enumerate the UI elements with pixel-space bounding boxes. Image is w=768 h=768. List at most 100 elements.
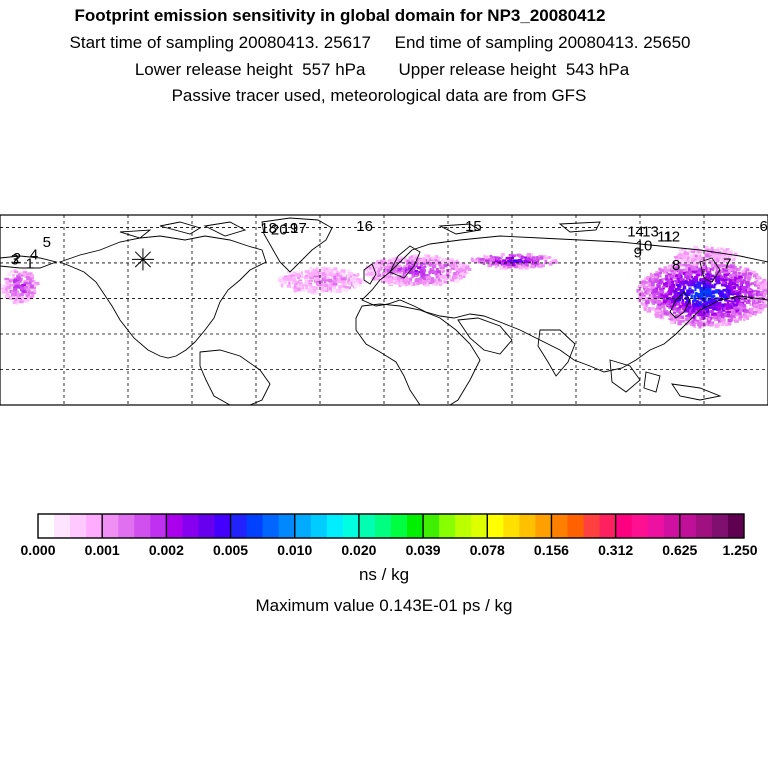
sensitivity-cell xyxy=(438,282,443,287)
colorbar-cell xyxy=(374,514,392,538)
sensitivity-cell xyxy=(674,274,679,278)
sensitivity-cell xyxy=(356,279,360,284)
sensitivity-cell xyxy=(660,302,665,306)
sensitivity-cell xyxy=(490,263,496,266)
sensitivity-field-bering xyxy=(673,245,738,266)
sensitivity-cell xyxy=(20,274,26,277)
sensitivity-cell xyxy=(457,268,462,272)
sensitivity-cell xyxy=(671,281,675,286)
sensitivity-cell xyxy=(638,284,642,288)
sensitivity-cell xyxy=(386,268,390,273)
sensitivity-cell xyxy=(662,271,667,274)
sensitivity-cell xyxy=(677,276,680,280)
colorbar-tick-label: 0.001 xyxy=(85,542,120,558)
sensitivity-cell xyxy=(663,311,668,315)
sensitivity-cell xyxy=(358,279,362,284)
sensitivity-cell xyxy=(739,287,745,291)
sensitivity-cell xyxy=(505,256,508,260)
sensitivity-cell xyxy=(549,260,554,265)
colorbar-cell xyxy=(342,514,360,538)
sensitivity-cell xyxy=(364,267,369,271)
sensitivity-cell xyxy=(458,277,463,280)
sensitivity-cell xyxy=(669,305,673,308)
sensitivity-cell xyxy=(733,319,739,323)
sensitivity-cell xyxy=(666,279,671,283)
sensitivity-cell xyxy=(24,299,30,303)
colorbar-cell xyxy=(294,514,312,538)
colorbar-cell xyxy=(326,514,344,538)
sensitivity-cell xyxy=(368,275,374,278)
sensitivity-cell xyxy=(693,284,698,288)
sensitivity-cell xyxy=(500,252,505,257)
sensitivity-cell xyxy=(388,281,394,286)
sensitivity-cell xyxy=(677,280,681,284)
sensitivity-cell xyxy=(279,276,282,280)
sensitivity-cell xyxy=(396,276,401,280)
sensitivity-cell xyxy=(724,267,728,271)
sensitivity-cell xyxy=(655,309,661,313)
colorbar-cell xyxy=(695,514,713,538)
sensitivity-cell xyxy=(314,291,320,295)
sensitivity-cell xyxy=(404,283,409,287)
sensitivity-cell xyxy=(287,275,291,279)
sensitivity-cell xyxy=(657,302,663,306)
map-frame xyxy=(0,214,768,406)
sensitivity-cell xyxy=(747,269,753,274)
sensitivity-cell xyxy=(650,295,653,298)
sensitivity-cell xyxy=(414,269,418,272)
sensitivity-cell xyxy=(656,300,661,304)
sensitivity-cell xyxy=(684,274,689,279)
sensitivity-cell xyxy=(288,271,292,275)
sensitivity-cell xyxy=(716,318,720,321)
sensitivity-cell xyxy=(424,276,428,280)
sensitivity-cell xyxy=(681,303,687,307)
sensitivity-cell xyxy=(713,283,717,286)
sensitivity-cell xyxy=(294,281,300,285)
sensitivity-cell xyxy=(658,294,663,299)
sensitivity-cell xyxy=(386,274,391,279)
colorbar-cell xyxy=(246,514,264,538)
sensitivity-cell xyxy=(333,275,336,280)
sensitivity-cell xyxy=(643,305,646,309)
sensitivity-cell xyxy=(29,284,34,289)
sensitivity-cell xyxy=(337,285,341,290)
sensitivity-cell xyxy=(513,254,517,257)
sensitivity-cell xyxy=(671,285,676,289)
sensitivity-cell xyxy=(687,306,691,310)
sensitivity-cell xyxy=(655,314,660,318)
sensitivity-cell xyxy=(281,283,284,288)
sensitivity-cell xyxy=(742,304,747,308)
sensitivity-cell xyxy=(724,257,729,262)
sensitivity-cell xyxy=(736,300,740,303)
sensitivity-cell xyxy=(428,264,432,267)
sensitivity-cell xyxy=(650,307,655,311)
sensitivity-cell xyxy=(702,285,708,288)
sensitivity-cell xyxy=(431,267,435,271)
tracer-note: Passive tracer used, meteorological data… xyxy=(0,86,763,106)
sensitivity-cell xyxy=(762,289,768,292)
sensitivity-cell xyxy=(441,259,447,263)
sensitivity-cell xyxy=(659,289,664,293)
sensitivity-cell xyxy=(305,274,308,277)
sensitivity-cell xyxy=(643,285,649,289)
sensitivity-cell xyxy=(283,281,288,284)
sensitivity-cell xyxy=(294,284,297,288)
sensitivity-cell xyxy=(311,271,316,275)
sensitivity-cell xyxy=(309,286,312,290)
sensitivity-cell xyxy=(392,267,396,272)
sensitivity-cell xyxy=(717,305,722,309)
sensitivity-cell xyxy=(400,282,404,286)
sensitivity-cell xyxy=(328,283,333,288)
sensitivity-cell xyxy=(693,261,698,264)
sensitivity-cell xyxy=(331,287,336,291)
sensitivity-cell xyxy=(518,266,524,270)
sensitivity-cell xyxy=(706,318,712,323)
sensitivity-cell xyxy=(729,265,735,269)
sensitivity-cell xyxy=(718,320,723,324)
sensitivity-cell xyxy=(650,298,655,302)
sensitivity-cell xyxy=(414,274,418,278)
colorbar-tick-label: 0.078 xyxy=(470,542,505,558)
sensitivity-cell xyxy=(678,269,683,274)
sensitivity-cell xyxy=(695,293,699,297)
sensitivity-cell xyxy=(727,286,730,290)
